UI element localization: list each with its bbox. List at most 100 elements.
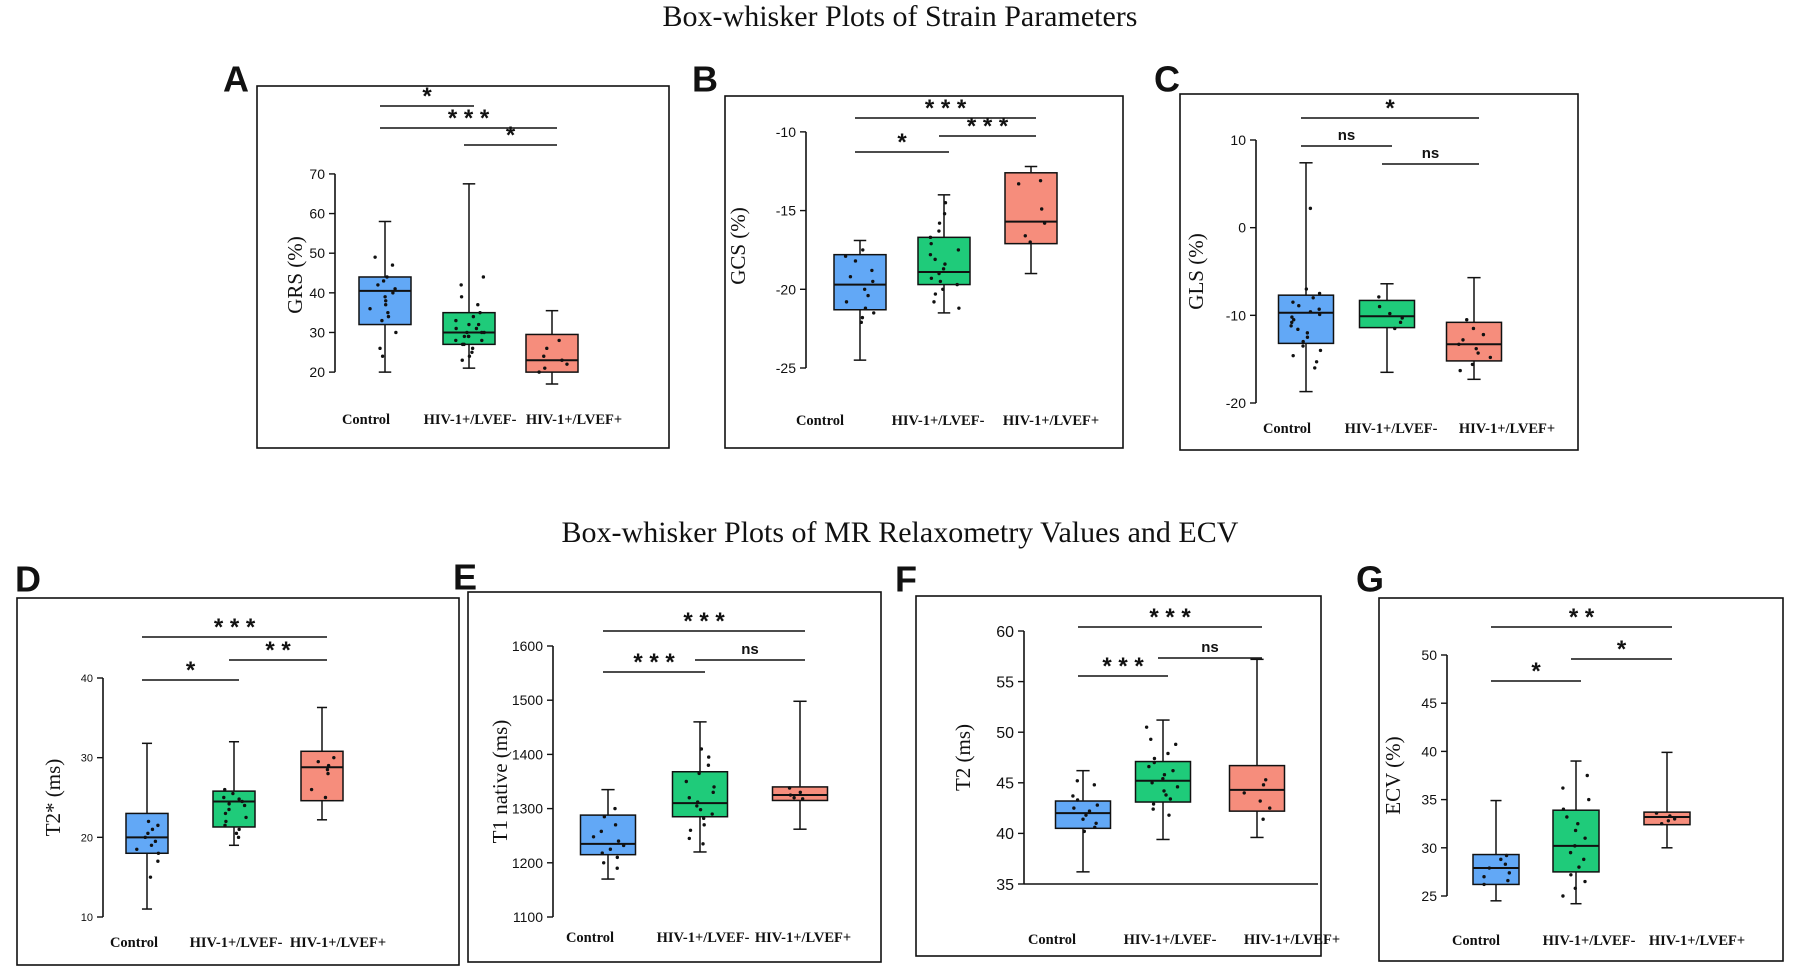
x-category-label: HIV-1+/LVEF+ <box>290 935 386 951</box>
data-point <box>937 221 942 225</box>
data-point <box>1308 310 1313 314</box>
y-tick-label: 0 <box>1238 220 1246 236</box>
data-point <box>385 275 389 279</box>
data-point <box>1291 353 1295 358</box>
data-point <box>156 859 160 863</box>
data-point <box>1461 338 1465 342</box>
data-point <box>1504 853 1509 858</box>
data-point <box>1075 779 1080 783</box>
box-hiv-1-lvef- <box>917 194 971 314</box>
box-hiv-1-lvef- <box>442 183 496 369</box>
data-point <box>1482 875 1486 879</box>
data-point <box>384 299 388 303</box>
data-point <box>1291 300 1295 304</box>
data-point <box>871 279 875 284</box>
panel-label: E <box>453 557 477 598</box>
data-point <box>386 310 390 315</box>
data-point <box>383 303 388 307</box>
panel-frame <box>915 595 1322 957</box>
data-point <box>1660 822 1664 826</box>
data-point <box>543 366 547 370</box>
x-category-label: HIV-1+/LVEF- <box>1345 421 1438 437</box>
data-point <box>1481 332 1486 337</box>
box-control <box>125 742 169 910</box>
y-tick-label: 40 <box>81 673 93 685</box>
x-category-label: Control <box>1263 421 1311 437</box>
data-point <box>1162 773 1167 777</box>
data-point <box>933 292 938 296</box>
data-point <box>537 370 541 374</box>
data-point <box>613 806 617 811</box>
significance-label: ns <box>1422 145 1440 162</box>
data-point <box>227 802 231 806</box>
data-point <box>1573 886 1577 890</box>
data-point <box>309 787 314 792</box>
data-point <box>1304 287 1309 291</box>
y-tick-label: 30 <box>309 325 325 341</box>
box-iqr <box>1277 294 1335 345</box>
data-point <box>1666 819 1671 823</box>
data-point <box>1507 871 1512 875</box>
data-point <box>938 279 943 284</box>
data-point <box>480 330 484 335</box>
significance-label: * <box>1617 636 1627 663</box>
data-point <box>135 847 139 851</box>
data-point <box>1081 817 1085 821</box>
box-hiv-1-lvef- <box>1134 719 1192 841</box>
y-tick-label: 1500 <box>512 692 543 708</box>
x-category-label: HIV-1+/LVEF+ <box>1003 413 1099 429</box>
x-category-label: Control <box>110 935 158 951</box>
significance-label: * * * <box>1149 604 1191 631</box>
y-tick-label: -10 <box>1226 307 1246 323</box>
data-point <box>1308 206 1313 211</box>
data-point <box>1317 291 1322 296</box>
x-category-label: Control <box>1028 932 1076 948</box>
data-point <box>955 282 959 287</box>
data-point <box>373 255 377 259</box>
box-iqr <box>1643 811 1691 826</box>
data-point <box>1561 786 1565 790</box>
data-point <box>476 322 481 327</box>
data-point <box>1314 360 1319 364</box>
significance-label: * * * <box>1102 653 1144 680</box>
data-point <box>1167 813 1171 817</box>
y-tick-label: 1600 <box>512 638 543 654</box>
y-tick-label: 70 <box>309 166 325 182</box>
data-point <box>710 812 714 816</box>
data-point <box>467 322 471 327</box>
data-point <box>928 252 933 257</box>
data-point <box>870 268 874 273</box>
box-hiv-1-lvef- <box>1552 760 1600 905</box>
data-point <box>932 300 936 304</box>
y-axis-label: T2 (ms) <box>951 724 975 791</box>
y-tick-label: 50 <box>996 725 1014 742</box>
y-tick-label: 40 <box>996 826 1014 843</box>
data-point <box>699 747 704 751</box>
data-point <box>933 257 937 262</box>
data-point <box>459 283 463 287</box>
box-iqr <box>212 790 256 828</box>
box-control <box>1472 799 1520 902</box>
data-point <box>149 843 154 847</box>
data-point <box>1499 857 1503 862</box>
data-point <box>1476 351 1480 355</box>
data-point <box>712 785 716 789</box>
data-point <box>613 823 618 827</box>
data-point <box>460 358 464 362</box>
x-category-label: Control <box>1452 933 1500 949</box>
panel-g: G 25 30 35 40 45 50 ECV (%) Control HIV-1+/LVEF- H… <box>1356 559 1784 962</box>
data-point <box>701 842 705 846</box>
box-hiv-1-lvef- <box>771 700 829 830</box>
y-tick-label: 55 <box>996 674 1014 691</box>
data-point <box>478 310 482 315</box>
significance-label: * <box>897 129 907 156</box>
y-tick-label: 40 <box>309 285 325 301</box>
data-point <box>1587 797 1591 802</box>
data-point <box>1084 813 1088 817</box>
data-point <box>848 274 853 279</box>
box-iqr <box>1228 764 1286 812</box>
y-tick-label: -20 <box>776 281 796 297</box>
data-point <box>1573 844 1577 848</box>
data-point <box>380 318 384 323</box>
